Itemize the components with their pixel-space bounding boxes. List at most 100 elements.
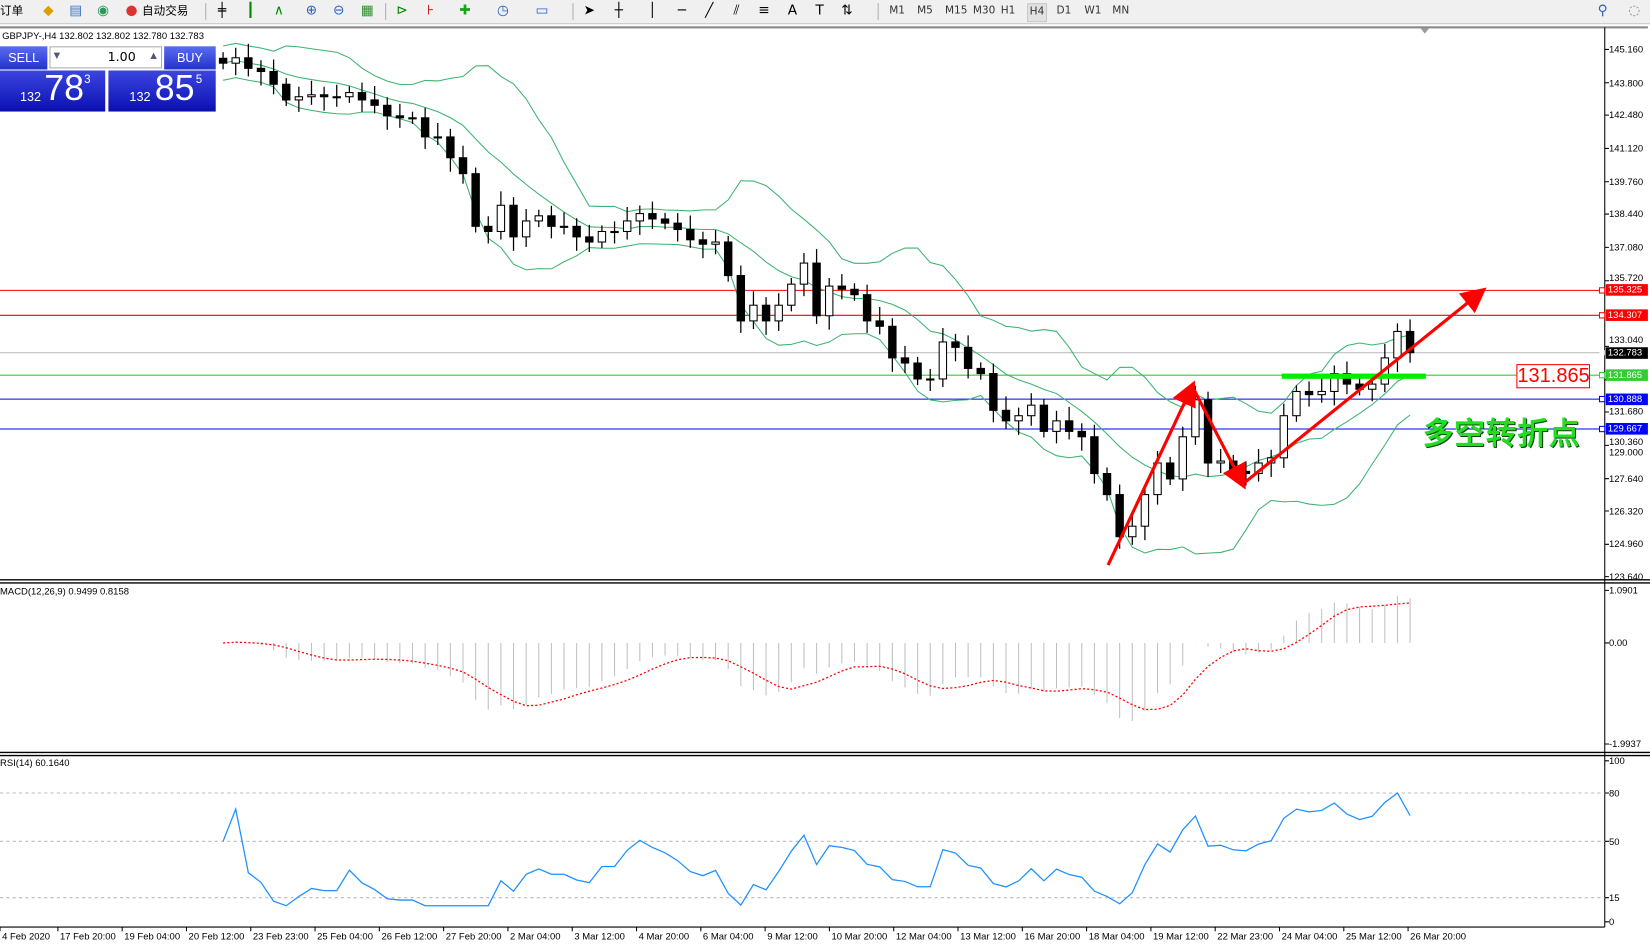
sell-button[interactable]: SELL bbox=[0, 46, 48, 70]
rsi-tick-label: 50 bbox=[1608, 836, 1620, 847]
autoscroll-icon[interactable]: ⊳ bbox=[396, 3, 408, 19]
bullish-candle bbox=[559, 225, 569, 228]
price-tick-label: 131.680 bbox=[1608, 405, 1644, 417]
bullish-candle bbox=[534, 215, 543, 222]
zoom-out-icon[interactable]: ⊖ bbox=[333, 3, 345, 19]
time-label: 6 Mar 04:00 bbox=[702, 931, 754, 942]
timeframe-m15[interactable]: M15 bbox=[944, 5, 968, 17]
bullish-candle bbox=[799, 262, 809, 285]
time-label: 4 Feb 2020 bbox=[2, 931, 51, 942]
zoom-in-icon[interactable]: ⊕ bbox=[305, 3, 318, 19]
volume-up-icon[interactable]: ▲ bbox=[150, 50, 157, 60]
timeframe-m5[interactable]: M5 bbox=[917, 5, 933, 17]
bearish-candle bbox=[218, 57, 228, 64]
bearish-candle bbox=[1064, 420, 1074, 432]
sell-price[interactable]: 132 78 3 bbox=[0, 68, 106, 112]
fibo-icon[interactable]: ≡ bbox=[758, 3, 770, 19]
macd-tick-label: 1.0901 bbox=[1608, 585, 1638, 596]
timeframe-m1[interactable]: M1 bbox=[889, 5, 905, 17]
buy-price-fraction: 5 bbox=[195, 73, 203, 87]
bullish-candle bbox=[496, 204, 506, 233]
profiles-icon[interactable]: ▤ bbox=[69, 3, 83, 19]
new-order-button[interactable]: 订单 bbox=[0, 4, 24, 18]
periods-icon[interactable]: ◷ bbox=[497, 3, 509, 19]
bearish-candle bbox=[913, 362, 922, 380]
bearish-candle bbox=[420, 117, 430, 138]
channel-icon[interactable]: ⫽ bbox=[733, 3, 740, 19]
volume-value: 1.00 bbox=[107, 49, 136, 65]
volume-down-icon[interactable]: ▼ bbox=[53, 50, 61, 60]
candlestick-icon[interactable]: ┃ bbox=[246, 3, 255, 19]
bearish-candle bbox=[837, 285, 847, 290]
chat-icon[interactable]: ◌ bbox=[1628, 3, 1641, 19]
indicators-icon[interactable]: ✚ bbox=[459, 3, 471, 19]
trend-arrow bbox=[1241, 287, 1487, 486]
folder-icon[interactable]: ◆ bbox=[43, 3, 54, 19]
templates-icon[interactable]: ▭ bbox=[535, 3, 549, 19]
label-icon[interactable]: T bbox=[815, 3, 824, 19]
turning-point-annotation[interactable]: 多空转折点 bbox=[1422, 415, 1581, 452]
bullish-candle bbox=[1317, 390, 1326, 396]
separator bbox=[572, 3, 574, 20]
bullish-candle bbox=[1393, 330, 1402, 359]
price-annotation[interactable]: 131.865 bbox=[1516, 364, 1591, 389]
bullish-candle bbox=[825, 285, 834, 317]
auto-trading-button[interactable]: 自动交易 bbox=[142, 4, 189, 18]
line-handle bbox=[1598, 287, 1606, 294]
auto-trading-icon[interactable]: ● bbox=[125, 3, 138, 19]
chart-title: GBPJPY-,H4 132.802 132.802 132.780 132.7… bbox=[2, 30, 204, 42]
bearish-candle bbox=[1001, 409, 1011, 422]
horizontal-line-icon[interactable]: ─ bbox=[677, 3, 687, 19]
bullish-candle bbox=[1367, 383, 1377, 390]
chart-window[interactable] bbox=[0, 26, 1648, 931]
rsi-tick-label: 0 bbox=[1608, 916, 1615, 928]
buy-button[interactable]: BUY bbox=[164, 46, 216, 70]
bullish-candle bbox=[1027, 404, 1036, 417]
vertical-line-icon[interactable]: │ bbox=[648, 3, 657, 19]
cursor-icon[interactable]: ➤ bbox=[583, 3, 596, 19]
trendline-icon[interactable]: ╱ bbox=[705, 3, 714, 19]
bearish-candle bbox=[1304, 390, 1314, 396]
price-tick-label: 126.320 bbox=[1608, 505, 1644, 517]
bullish-candle bbox=[1191, 399, 1200, 438]
line-handle bbox=[1598, 395, 1606, 403]
bar-chart-icon[interactable]: ╪ bbox=[217, 3, 227, 19]
price-line-tag: 135.325 bbox=[1605, 284, 1648, 297]
line-chart-icon[interactable]: ∧ bbox=[273, 3, 284, 19]
time-label: 10 Mar 20:00 bbox=[831, 931, 888, 942]
bearish-candle bbox=[282, 83, 291, 101]
arrows-icon[interactable]: ⇅ bbox=[841, 3, 853, 19]
buy-price[interactable]: 132 85 5 bbox=[108, 68, 216, 112]
timeframe-d1[interactable]: D1 bbox=[1056, 5, 1072, 17]
rsi-label: RSI(14) 60.1640 bbox=[0, 757, 70, 769]
bearish-candle bbox=[976, 367, 985, 375]
timeframe-w1[interactable]: W1 bbox=[1084, 5, 1102, 17]
signals-icon[interactable]: ◉ bbox=[97, 3, 110, 19]
bearish-candle bbox=[471, 173, 480, 227]
bullish-candle bbox=[433, 136, 442, 139]
text-icon[interactable]: A bbox=[787, 3, 798, 19]
bearish-candle bbox=[761, 304, 771, 322]
price-tick-label: 133.040 bbox=[1608, 334, 1644, 346]
timeframe-m30[interactable]: M30 bbox=[972, 5, 996, 17]
time-label: 12 Mar 04:00 bbox=[895, 931, 952, 942]
bearish-candle bbox=[723, 241, 733, 277]
rsi-tick-label: 15 bbox=[1608, 892, 1620, 903]
timeframe-h1[interactable]: H1 bbox=[1000, 5, 1016, 17]
timeframe-h4[interactable]: H4 bbox=[1026, 3, 1048, 23]
volume-field[interactable]: ▼ 1.00 ▲ bbox=[49, 46, 163, 69]
crosshair-icon[interactable]: ┼ bbox=[614, 3, 623, 19]
bearish-candle bbox=[484, 225, 493, 233]
bearish-candle bbox=[1090, 436, 1099, 475]
bollinger-upper bbox=[222, 42, 1411, 414]
bearish-candle bbox=[458, 157, 468, 175]
timeframe-mn[interactable]: MN bbox=[1112, 5, 1130, 17]
chart-shift-icon[interactable]: ⊦ bbox=[426, 3, 434, 19]
bullish-candle bbox=[926, 378, 935, 381]
tile-icon[interactable]: ▦ bbox=[360, 3, 374, 19]
separator bbox=[205, 3, 207, 20]
search-icon[interactable]: ⚲ bbox=[1597, 3, 1608, 19]
bullish-candle bbox=[749, 304, 758, 322]
